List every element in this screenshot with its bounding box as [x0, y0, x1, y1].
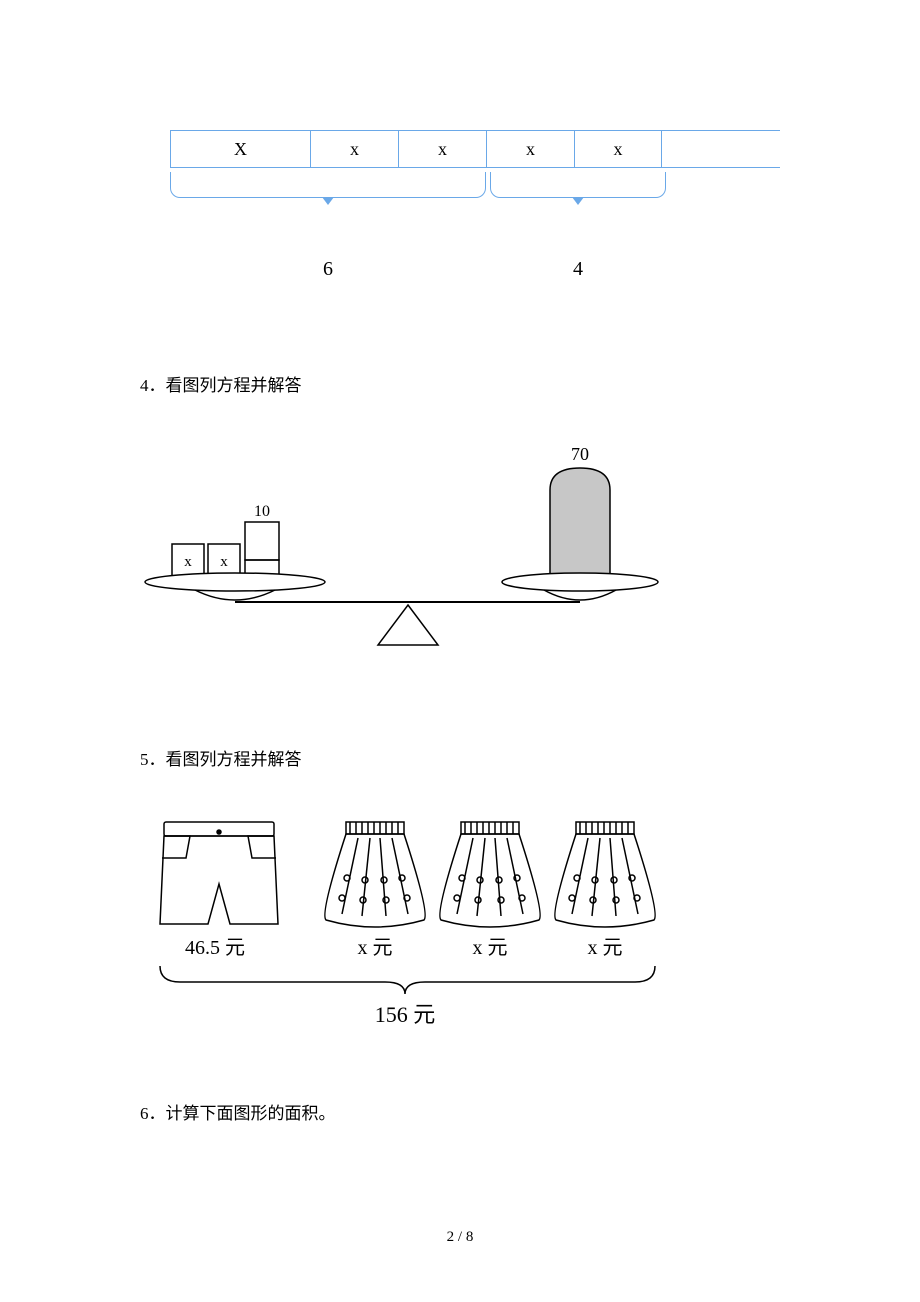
balance-scale-svg: 70 10 x x: [140, 440, 700, 670]
right-weight-shape: [550, 468, 610, 580]
left-pan: [145, 573, 325, 591]
skirt-2-price: x 元: [473, 937, 508, 959]
segment-cell: X: [170, 131, 310, 167]
question-4-text: 4．看图列方程并解答: [140, 371, 780, 396]
left-box-x1-label: x: [184, 554, 192, 570]
group-label: 6: [170, 258, 486, 281]
right-pan: [502, 573, 658, 591]
skirt-icon: [325, 822, 425, 927]
brace-left: [170, 172, 486, 198]
shorts-price: 46.5 元: [185, 937, 245, 959]
group-label: 4: [490, 258, 666, 281]
segment-group-labels: 6 4: [170, 258, 780, 281]
skirt-icon: [440, 822, 540, 927]
question-6-text: 6．计算下面图形的面积。: [140, 1099, 780, 1124]
segment-braces: [170, 172, 780, 198]
brace-right: [490, 172, 666, 198]
left-box-10: [245, 522, 279, 560]
page-number: 2 / 8: [0, 1229, 920, 1246]
segment-row: X x x x x: [170, 130, 780, 168]
figure-clothes-prices: 46.5 元 x 元: [140, 814, 780, 1039]
question-5-text: 5．看图列方程并解答: [140, 745, 780, 770]
skirt-icon: [555, 822, 655, 927]
skirt-1-price: x 元: [358, 937, 393, 959]
segment-cell: x: [486, 131, 574, 167]
right-weight-label: 70: [571, 444, 589, 464]
shorts-icon: [160, 822, 278, 924]
fulcrum: [378, 605, 438, 645]
skirt-3-price: x 元: [588, 937, 623, 959]
clothes-svg: 46.5 元 x 元: [140, 814, 670, 1034]
total-price: 156 元: [375, 1002, 436, 1027]
segment-cell: x: [398, 131, 486, 167]
segment-cell: x: [574, 131, 662, 167]
figure-segments: X x x x x 6 4: [170, 130, 780, 281]
left-box-10-label: 10: [254, 503, 270, 520]
figure-balance-scale: 70 10 x x: [140, 440, 780, 675]
total-brace: [160, 966, 655, 994]
segment-cell: x: [310, 131, 398, 167]
left-box-x2-label: x: [220, 554, 228, 570]
